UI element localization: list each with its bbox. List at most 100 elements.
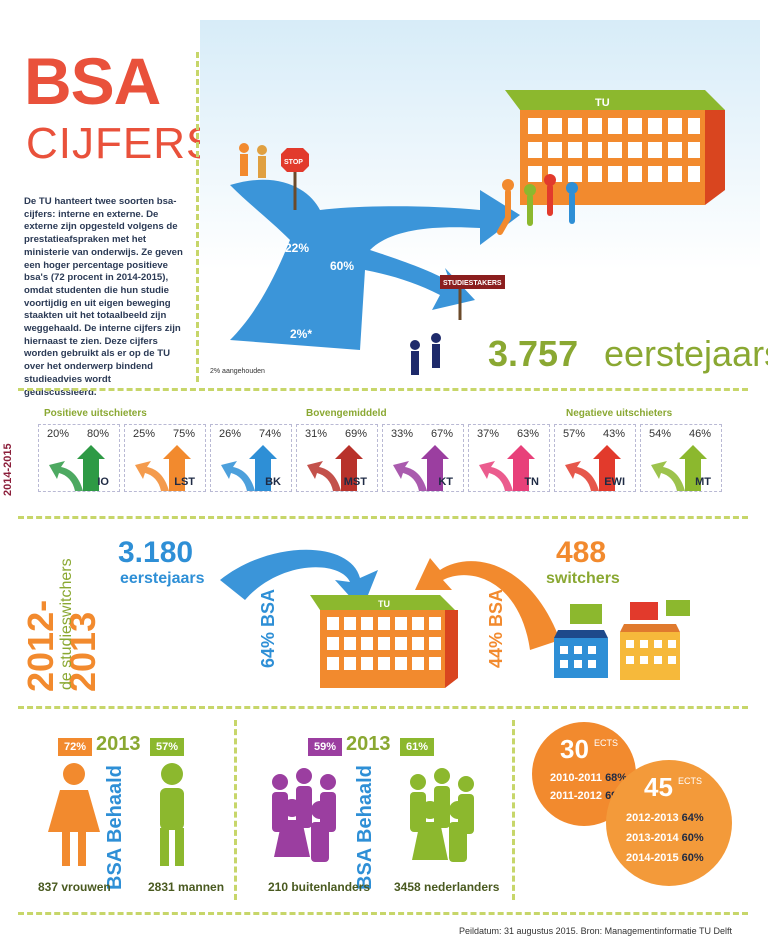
woman-icon bbox=[48, 763, 100, 866]
split-arrow-icon bbox=[393, 445, 449, 491]
intro-text: De TU hanteert twee soorten bsa-cijfers:… bbox=[24, 196, 183, 398]
ects-45-number: 45 bbox=[644, 772, 673, 802]
divider bbox=[196, 52, 199, 382]
switch-pct: 44% BSA bbox=[486, 588, 506, 668]
footer-source: Peildatum: 31 augustus 2015. Bron: Manag… bbox=[459, 926, 732, 936]
foreign-label: 210 buitenlanders bbox=[268, 880, 371, 894]
faculty-neg-pct: 33% bbox=[391, 428, 414, 440]
pct-stop: 22% bbox=[285, 241, 309, 255]
women-label: 837 vrouwen bbox=[38, 880, 111, 894]
faculty-pos-pct: 67% bbox=[431, 428, 454, 440]
faculty-code: BK bbox=[265, 476, 281, 488]
dutch-group-icon bbox=[410, 768, 474, 862]
faculty-card: 25% 75% LST bbox=[124, 424, 206, 492]
faculty-card: 26% 74% BK bbox=[210, 424, 292, 492]
faculty-card: 31% 69% MST bbox=[296, 424, 378, 492]
ects-45-row: 2012-2013 64% bbox=[626, 812, 704, 824]
tu-building-icon: TU bbox=[310, 595, 458, 688]
divider bbox=[18, 912, 748, 915]
faculties-year: 2014-2015 bbox=[2, 443, 14, 496]
group-average: Bovengemiddeld bbox=[306, 408, 387, 419]
page-subtitle: CIJFERS bbox=[26, 119, 217, 168]
origin-figures bbox=[272, 768, 474, 862]
svg-text:STUDIESTAKERS: STUDIESTAKERS bbox=[443, 280, 502, 287]
faculty-code: EWI bbox=[604, 476, 625, 488]
switchers-illustration: TU bbox=[220, 549, 560, 688]
faculty-card: 57% 43% EWI bbox=[554, 424, 636, 492]
faculty-neg-pct: 20% bbox=[47, 428, 70, 440]
page-title: BSA bbox=[24, 44, 161, 118]
dutch-pct-badge: 61% bbox=[400, 738, 435, 756]
pct-main: 60% bbox=[330, 259, 354, 273]
men-pct-badge: 57% bbox=[150, 738, 185, 756]
split-arrow-icon bbox=[135, 445, 191, 491]
svg-text:TU: TU bbox=[595, 97, 610, 109]
first-number: 3.180 bbox=[118, 536, 194, 569]
first-label: eerstejaars bbox=[120, 570, 205, 587]
divider bbox=[18, 516, 748, 519]
ects-30-number: 30 bbox=[560, 734, 589, 764]
split-arrow-icon bbox=[49, 445, 105, 491]
footnote: 2% aangehouden bbox=[210, 368, 265, 375]
faculty-code: MST bbox=[343, 476, 367, 488]
foreign-pct-badge: 59% bbox=[308, 738, 343, 756]
orange-arrow-icon bbox=[415, 558, 560, 650]
ects-45-circle bbox=[606, 760, 732, 886]
man-icon bbox=[160, 763, 184, 866]
gender-figures bbox=[48, 763, 184, 866]
foreigners-group-icon bbox=[272, 768, 336, 862]
stop-sign-icon bbox=[281, 148, 309, 172]
switchers-year: 2012-2013 bbox=[20, 599, 103, 692]
gender-year: 2013 bbox=[96, 733, 141, 755]
faculty-pos-pct: 43% bbox=[603, 428, 626, 440]
faculty-card: 37% 63% TN bbox=[468, 424, 550, 492]
faculty-code: TN bbox=[524, 476, 539, 488]
pct-stakers: 16% bbox=[365, 277, 389, 291]
ects-45-row: 2013-2014 60% bbox=[626, 832, 704, 844]
faculty-neg-pct: 54% bbox=[649, 428, 672, 440]
faculty-code: MT bbox=[695, 476, 711, 488]
faculty-card: 54% 46% MT bbox=[640, 424, 722, 492]
ects-30-row: 2010-2011 68% bbox=[550, 772, 628, 784]
first-pct: 64% BSA bbox=[258, 588, 278, 668]
group-positive: Positieve uitschieters bbox=[44, 408, 147, 419]
faculty-neg-pct: 57% bbox=[563, 428, 586, 440]
people-leaving-icon bbox=[410, 333, 441, 375]
ects-45-row: 2014-2015 60% bbox=[626, 852, 704, 864]
switchers-subtitle: de studieswitchers bbox=[58, 558, 75, 690]
faculty-neg-pct: 25% bbox=[133, 428, 156, 440]
faculty-code: KT bbox=[438, 476, 453, 488]
faculty-card: 20% 80% IO bbox=[38, 424, 120, 492]
tu-building-icon: TU bbox=[505, 90, 725, 205]
women-pct-badge: 72% bbox=[58, 738, 93, 756]
divider bbox=[18, 706, 748, 709]
flow-illustration: 22% 60% 16% 2%* STOP STUDIESTAKERS TU bbox=[200, 20, 760, 375]
blue-arrow-icon bbox=[220, 549, 378, 610]
men-label: 2831 mannen bbox=[148, 880, 225, 894]
stakers-sign bbox=[440, 275, 505, 289]
origin-year: 2013 bbox=[346, 733, 391, 755]
ects-45-unit: ECTS bbox=[678, 776, 703, 786]
faculty-code: IO bbox=[97, 476, 109, 488]
total-label: eerstejaars bbox=[604, 333, 768, 374]
people-start-icon bbox=[239, 143, 267, 178]
divider bbox=[512, 720, 515, 900]
faculty-pos-pct: 80% bbox=[87, 428, 110, 440]
faculty-neg-pct: 31% bbox=[305, 428, 328, 440]
pct-held: 2%* bbox=[290, 327, 312, 341]
faculty-pos-pct: 75% bbox=[173, 428, 196, 440]
other-buildings-icon bbox=[554, 600, 690, 680]
split-arrow-icon bbox=[221, 445, 277, 491]
group-negative: Negatieve uitschieters bbox=[566, 408, 673, 419]
split-arrow-icon bbox=[479, 445, 535, 491]
split-arrow-icon bbox=[307, 445, 363, 491]
faculty-card: 33% 67% KT bbox=[382, 424, 464, 492]
faculty-pos-pct: 63% bbox=[517, 428, 540, 440]
faculty-neg-pct: 26% bbox=[219, 428, 242, 440]
happy-people-icon bbox=[497, 174, 578, 235]
split-arrow-icon bbox=[565, 445, 621, 491]
svg-text:STOP: STOP bbox=[284, 159, 303, 166]
faculty-pos-pct: 46% bbox=[689, 428, 712, 440]
faculty-code: LST bbox=[174, 476, 195, 488]
divider bbox=[234, 720, 237, 900]
